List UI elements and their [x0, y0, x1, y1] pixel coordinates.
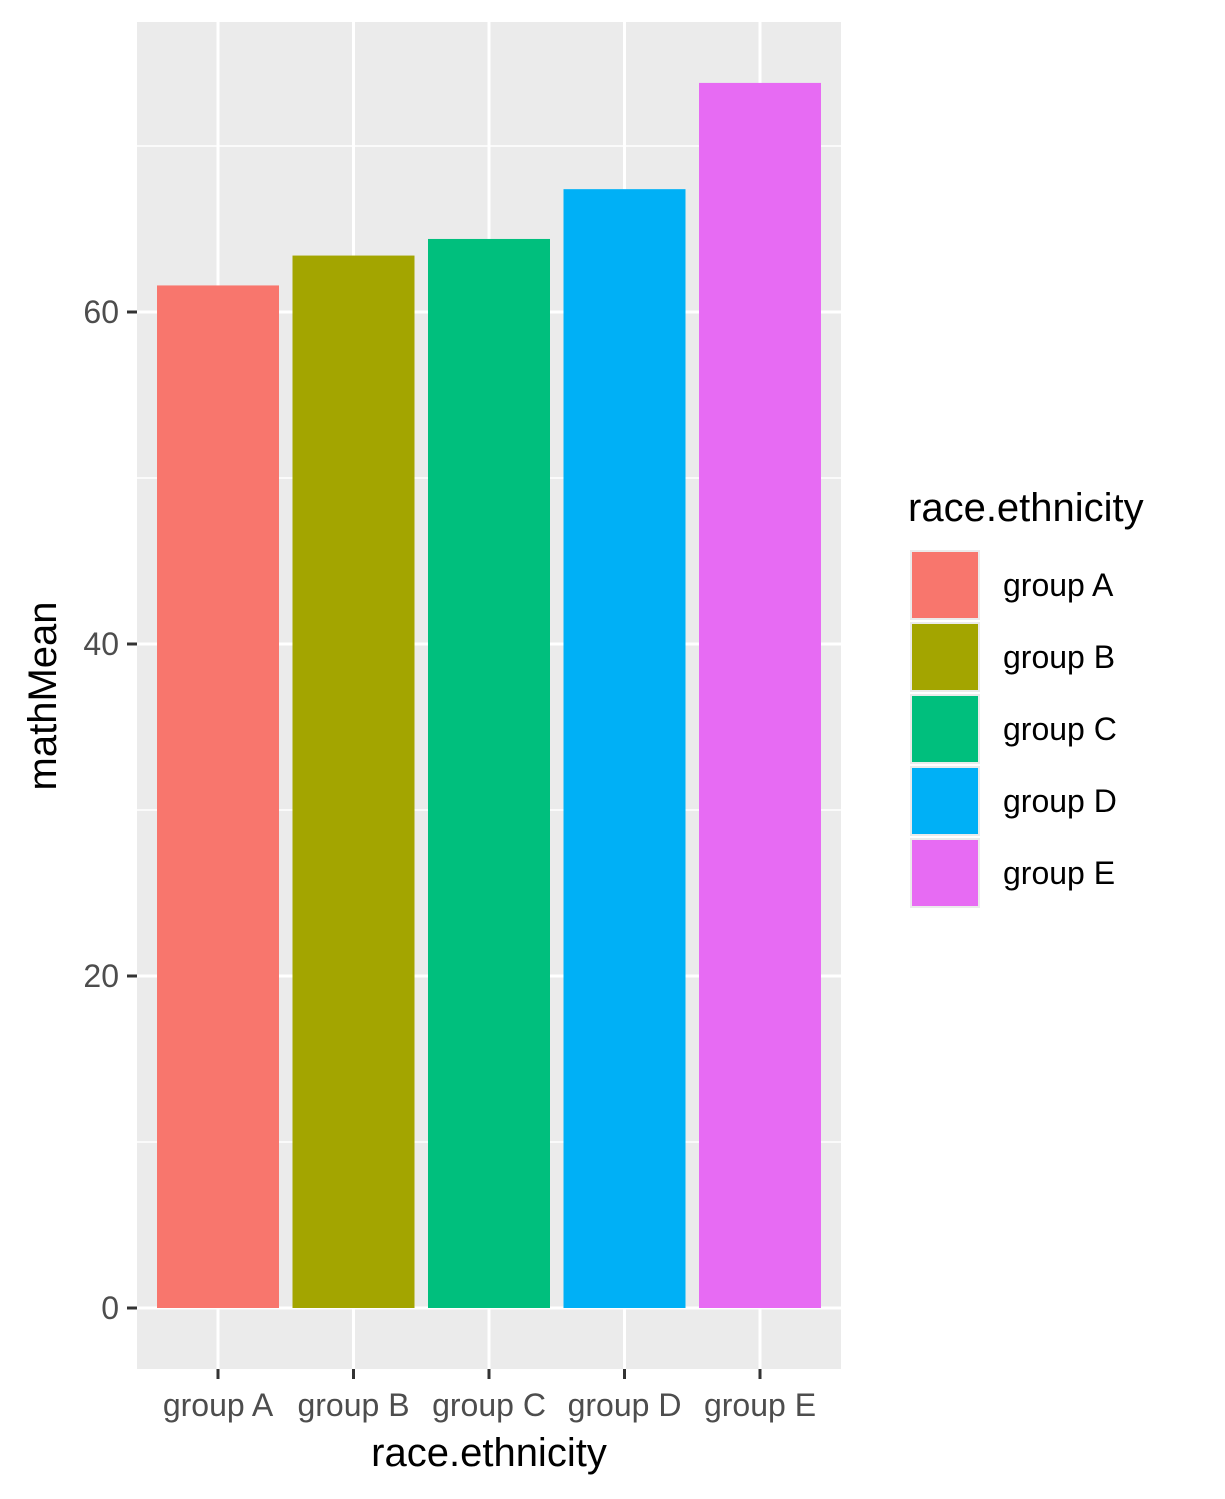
- x-tick-label: group C: [432, 1387, 546, 1423]
- y-tick-label: 0: [101, 1290, 119, 1326]
- y-tick-label: 60: [83, 294, 119, 330]
- legend: race.ethnicity group A group B group C grou…: [908, 486, 1144, 908]
- legend-label: group D: [1003, 783, 1117, 819]
- bar-group-e: [699, 82, 821, 1308]
- legend-label: group B: [1003, 639, 1115, 675]
- bar-group-b: [292, 255, 415, 1308]
- x-tick-label: group A: [163, 1387, 274, 1423]
- legend-label: group C: [1003, 711, 1117, 747]
- legend-swatch: [912, 624, 978, 690]
- legend-swatch: [912, 768, 978, 834]
- bars: [157, 82, 821, 1309]
- legend-swatch: [912, 552, 978, 618]
- legend-title: race.ethnicity: [908, 486, 1144, 530]
- legend-swatch: [912, 840, 978, 906]
- x-tick-label: group D: [568, 1387, 682, 1423]
- x-tick-label: group B: [297, 1387, 409, 1423]
- legend-label: group A: [1003, 567, 1114, 603]
- x-tick-label: group E: [704, 1387, 816, 1423]
- y-axis: 0 20 40 60: [83, 294, 137, 1326]
- legend-swatch: [912, 696, 978, 762]
- y-tick-label: 40: [83, 626, 119, 662]
- y-tick-label: 20: [83, 958, 119, 994]
- x-axis: group A group B group C group D group E: [163, 1369, 816, 1423]
- bar-group-c: [428, 238, 550, 1309]
- y-axis-title: mathMean: [21, 602, 65, 791]
- x-axis-title: race.ethnicity: [371, 1431, 607, 1475]
- legend-label: group E: [1003, 855, 1115, 891]
- bar-group-d: [563, 189, 686, 1308]
- bar-group-a: [157, 285, 279, 1308]
